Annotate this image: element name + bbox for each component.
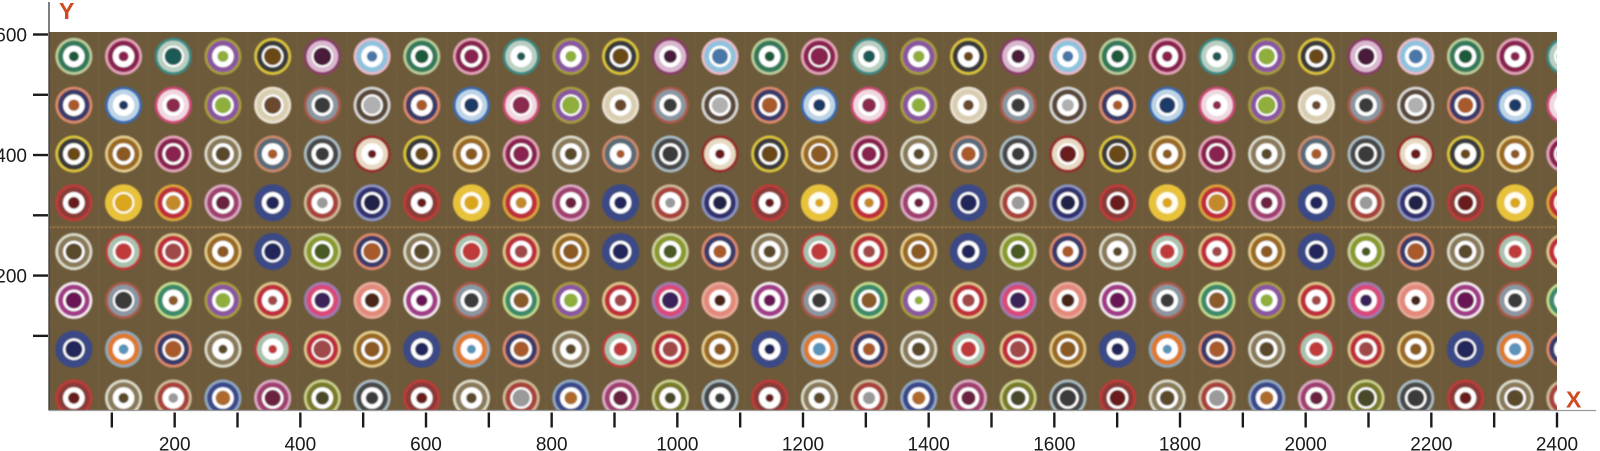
svg-text:X: X [1566, 387, 1582, 413]
svg-text:1600: 1600 [1033, 435, 1075, 451]
svg-text:800: 800 [536, 435, 568, 451]
svg-text:200: 200 [0, 267, 27, 288]
svg-text:1400: 1400 [908, 435, 950, 451]
svg-text:600: 600 [410, 435, 442, 451]
svg-text:2400: 2400 [1536, 435, 1578, 451]
svg-text:2000: 2000 [1285, 435, 1327, 451]
svg-text:400: 400 [0, 146, 27, 167]
svg-text:2200: 2200 [1410, 435, 1452, 451]
svg-text:600: 600 [0, 26, 27, 47]
svg-text:1800: 1800 [1159, 435, 1201, 451]
svg-text:400: 400 [284, 435, 316, 451]
svg-text:Y: Y [59, 0, 74, 24]
svg-text:1200: 1200 [782, 435, 824, 451]
svg-text:1000: 1000 [656, 435, 698, 451]
svg-text:200: 200 [159, 435, 191, 451]
